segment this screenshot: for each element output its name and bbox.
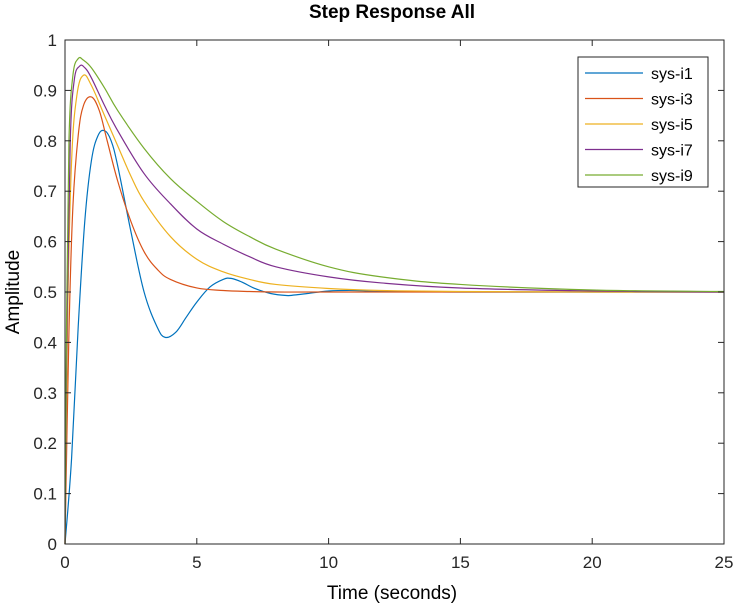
legend-items: sys-i1 sys-i3 sys-i5 sys-i7 sys-i9 <box>585 66 693 185</box>
y-tick-label: 0.6 <box>33 233 57 252</box>
series-line-sys-i3 <box>64 96 724 545</box>
y-tick-label: 0.4 <box>33 333 57 352</box>
series-line-sys-i7 <box>64 64 725 545</box>
legend-box <box>577 56 709 188</box>
legend-label-sys-i9: sys-i9 <box>651 168 693 185</box>
y-tick-label: 1 <box>48 31 57 50</box>
y-tick-label: 0.2 <box>33 434 57 453</box>
legend: sys-i1 sys-i3 sys-i5 sys-i7 sys-i9 <box>577 56 709 188</box>
series-line-sys-i1 <box>64 129 724 545</box>
y-tick-label: 0.3 <box>33 384 57 403</box>
x-tick-label: 20 <box>583 553 602 572</box>
legend-label-sys-i7: sys-i7 <box>651 143 693 160</box>
y-tick-label: 0 <box>48 535 57 554</box>
chart-title: Step Response All <box>309 2 475 23</box>
y-tick-label: 0.7 <box>33 182 57 201</box>
x-axis-label: Time (seconds) <box>327 583 457 604</box>
y-tick-label: 0.8 <box>33 132 57 151</box>
series-line-sys-i5 <box>64 74 725 545</box>
series-layer <box>64 56 725 545</box>
tick-layer: 0 5 10 15 20 25 0 0.1 0.2 0.3 0.4 0.5 0.6 0.7 0.8 0.9 1 <box>33 31 733 572</box>
y-tick-label: 0.1 <box>33 485 57 504</box>
y-axis-label: Amplitude <box>3 250 24 335</box>
legend-label-sys-i1: sys-i1 <box>651 66 693 83</box>
x-tick-label: 25 <box>715 553 734 572</box>
legend-label-sys-i5: sys-i5 <box>651 117 693 134</box>
x-tick-label: 0 <box>60 553 69 572</box>
y-tick-label: 0.9 <box>33 81 57 100</box>
series-line-sys-i9 <box>64 56 725 545</box>
x-tick-label: 15 <box>451 553 470 572</box>
x-tick-label: 10 <box>319 553 338 572</box>
legend-label-sys-i3: sys-i3 <box>651 92 693 109</box>
y-tick-label: 0.5 <box>33 283 57 302</box>
x-tick-label: 5 <box>192 553 201 572</box>
